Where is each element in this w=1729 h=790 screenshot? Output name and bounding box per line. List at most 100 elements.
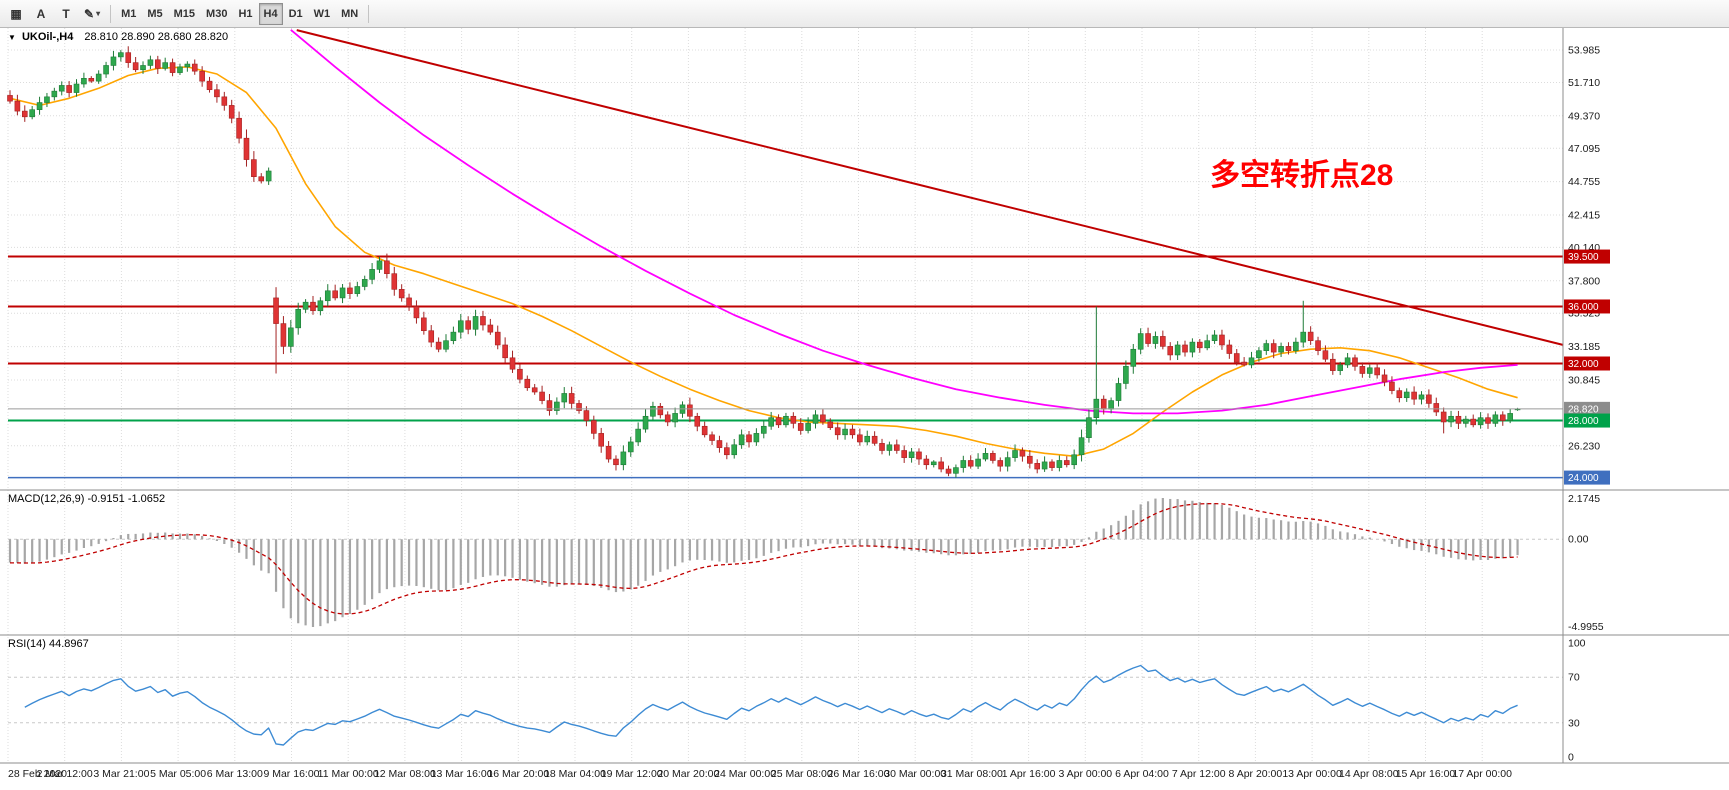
candle-body <box>627 441 634 453</box>
price-axis-label: 33.185 <box>1568 341 1600 353</box>
price-badge-label: 36.000 <box>1568 302 1599 313</box>
candle-body <box>95 73 102 82</box>
descending-trendline[interactable] <box>296 29 1564 346</box>
candle-body <box>1145 333 1151 344</box>
candle-body <box>258 176 265 182</box>
candle-body <box>650 405 656 417</box>
candle-body <box>997 460 1004 467</box>
candle-body <box>361 279 368 287</box>
candle-body <box>1448 415 1454 423</box>
toolbar: ▦ A T ✎ ▾ M1 M5 M15 M30 H1 H4 D1 W1 MN <box>0 0 1729 28</box>
candle-body <box>576 403 582 411</box>
tf-button-m15[interactable]: M15 <box>169 3 200 25</box>
time-axis-label: 19 Mar 12:00 <box>601 768 663 780</box>
candle-body <box>517 368 523 380</box>
candle-body <box>265 170 272 182</box>
price-axis-label: 42.415 <box>1568 209 1600 221</box>
draw-tool-button[interactable]: ✎ ▾ <box>79 3 105 25</box>
annotation-a-button[interactable]: A <box>29 3 53 25</box>
candle-body <box>1426 394 1432 404</box>
pencil-icon: ✎ <box>84 6 95 21</box>
candle-body <box>1160 336 1166 347</box>
candle-body <box>820 414 826 423</box>
candle-body <box>1278 346 1284 353</box>
candle-body <box>1499 414 1506 421</box>
tf-button-w1[interactable]: W1 <box>309 3 336 25</box>
grid-tool-button[interactable]: ▦ <box>4 3 28 25</box>
candle-body <box>849 428 856 436</box>
candle-body <box>605 445 612 460</box>
tf-button-m1[interactable]: M1 <box>116 3 141 25</box>
macd-indicator-header: MACD(12,26,9) -0.9151 -1.0652 <box>8 493 166 505</box>
candle-body <box>1440 411 1447 423</box>
chevron-down-icon: ▾ <box>96 9 101 18</box>
candle-body <box>66 85 72 93</box>
trendline-layer[interactable] <box>296 29 1564 346</box>
candle-body <box>1359 366 1366 374</box>
time-axis-label: 24 Mar 00:00 <box>714 768 776 780</box>
time-axis-label: 20 Mar 20:00 <box>657 768 719 780</box>
candle-body <box>398 289 405 299</box>
candle-body <box>243 137 250 160</box>
candle-body <box>110 56 117 66</box>
horizontal-lines-layer[interactable] <box>8 255 1563 479</box>
candle-body <box>1307 331 1314 341</box>
candle-body <box>1174 344 1181 356</box>
candle-body <box>753 433 760 443</box>
tf-button-h1[interactable]: H1 <box>233 3 257 25</box>
candle-body <box>901 450 907 458</box>
candle-body <box>435 341 442 350</box>
candle-body <box>1337 364 1343 371</box>
time-axis-label: 5 Mar 05:00 <box>150 768 206 780</box>
tf-button-m5[interactable]: M5 <box>142 3 167 25</box>
candle-body <box>857 434 863 443</box>
price-axis-label: 53.985 <box>1568 45 1600 57</box>
candle-body <box>206 80 213 91</box>
candle-body <box>81 78 87 85</box>
candle-body <box>384 260 390 274</box>
candle-body <box>1455 415 1462 424</box>
candle-body <box>738 434 745 446</box>
candle-body <box>376 260 383 270</box>
candle-body <box>1012 450 1018 458</box>
candle-body <box>191 63 198 72</box>
candle-body <box>228 105 235 119</box>
annotation-text[interactable]: 多空转折点28 <box>1210 159 1394 192</box>
time-axis-label: 9 Mar 16:00 <box>263 768 319 780</box>
tf-button-h4[interactable]: H4 <box>258 2 283 25</box>
candle-body <box>1226 344 1233 354</box>
price-axis-label: 37.800 <box>1568 275 1600 287</box>
rsi-axis-label: 30 <box>1568 717 1580 729</box>
candle-body <box>768 417 774 427</box>
candle-body <box>21 110 28 118</box>
candle-body <box>1071 454 1077 466</box>
candle-body <box>169 62 176 73</box>
tf-button-mn[interactable]: MN <box>336 3 363 25</box>
ohlc-values: 28.810 28.890 28.680 28.820 <box>84 31 229 43</box>
candle-body <box>295 309 302 329</box>
candle-body <box>332 290 338 299</box>
candle-body <box>1056 460 1063 468</box>
candle-body <box>797 423 804 431</box>
candle-body <box>967 460 974 467</box>
tf-button-d1[interactable]: D1 <box>284 3 308 25</box>
tf-button-m30[interactable]: M30 <box>201 3 232 25</box>
candle-body <box>1374 367 1380 376</box>
candle-body <box>1019 450 1026 457</box>
candle-body <box>391 273 398 290</box>
symbol-dropdown-icon[interactable]: ▼ <box>8 33 16 42</box>
time-axis-label: 31 Mar 08:00 <box>941 768 1003 780</box>
candle-body <box>421 317 427 332</box>
candle-body <box>177 66 183 73</box>
candle-body <box>1123 366 1129 384</box>
text-tool-button[interactable]: T <box>54 3 78 25</box>
moving-averages-layer <box>9 29 1518 458</box>
candle-body <box>251 159 257 178</box>
candle-body <box>591 420 597 434</box>
candle-body <box>1477 417 1484 426</box>
candle-body <box>443 340 449 350</box>
time-axis-label: 3 Mar 21:00 <box>93 768 149 780</box>
candle-body <box>155 59 161 69</box>
candle-body <box>694 415 701 427</box>
